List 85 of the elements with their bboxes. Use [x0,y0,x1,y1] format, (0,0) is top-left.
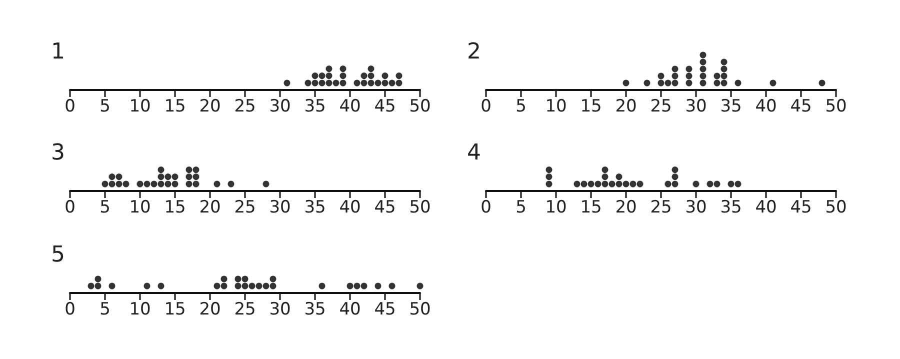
x-tick-label: 20 [199,96,221,116]
x-tick-label: 50 [409,300,431,320]
point [714,72,720,80]
x-tick-label: 0 [64,300,76,320]
point [818,80,826,86]
chart-title: 5 [51,242,65,268]
point [672,80,678,86]
x-tick-label: 10 [129,96,151,116]
point [664,80,672,86]
point [644,80,650,86]
point [770,80,776,86]
x-tick-label: 40 [755,198,777,218]
point [686,66,692,72]
x-tick-label: 25 [234,198,256,218]
chart-title: 1 [51,40,65,64]
x-tick-label: 5 [100,300,110,320]
point [672,72,678,80]
x-tick-label: 25 [234,96,256,116]
x-tick-label: 0 [480,96,492,116]
x-tick-label: 30 [269,300,291,320]
x-tick-label: 35 [720,96,742,116]
x-tick-label: 50 [825,198,847,218]
x-tick-label: 5 [100,198,110,218]
point [700,66,706,72]
point [700,52,706,58]
x-tick-label: 50 [409,198,431,218]
chart-title: 3 [51,140,65,166]
x-tick-label: 50 [409,96,431,116]
x-tick-label: 15 [580,96,602,116]
x-tick-label: 15 [164,300,186,320]
x-tick-label: 5 [516,198,526,218]
x-tick-label: 40 [339,96,361,116]
x-tick-label: 25 [650,198,672,218]
x-tick-label: 10 [545,96,567,116]
x-tick-label: 45 [374,300,396,320]
point [622,80,630,86]
x-tick-label: 40 [339,198,361,218]
x-tick-label: 45 [374,198,396,218]
point [734,80,742,86]
point [686,80,692,86]
x-tick-label: 0 [480,198,492,218]
x-tick-label: 25 [234,300,256,320]
x-tick-label: 40 [755,96,777,116]
x-tick-label: 15 [164,198,186,218]
point [700,58,706,66]
x-tick-label: 15 [164,96,186,116]
x-tick-label: 0 [64,198,76,218]
point [672,66,678,72]
x-tick-label: 35 [304,96,326,116]
x-tick-label: 5 [100,96,110,116]
x-tick-label: 30 [685,198,707,218]
x-tick-label: 50 [825,96,847,116]
x-tick-label: 35 [304,300,326,320]
x-tick-label: 20 [615,198,637,218]
x-tick-label: 30 [685,96,707,116]
point [720,72,728,80]
x-tick-label: 35 [720,198,742,218]
point [658,80,664,86]
x-tick-label: 5 [516,96,526,116]
point [714,80,720,86]
x-tick-label: 25 [650,96,672,116]
x-tick-label: 45 [374,96,396,116]
x-tick-label: 15 [580,198,602,218]
point [720,80,728,86]
x-tick-label: 35 [304,198,326,218]
x-tick-label: 20 [199,198,221,218]
x-tick-label: 45 [790,198,812,218]
point [700,80,706,86]
x-tick-label: 20 [199,300,221,320]
x-tick-label: 40 [339,300,361,320]
point [700,72,706,80]
x-tick-label: 45 [790,96,812,116]
point [720,66,728,72]
x-tick-label: 20 [615,96,637,116]
x-tick-label: 0 [64,96,76,116]
x-tick-label: 10 [129,198,151,218]
x-tick-label: 10 [129,300,151,320]
point [720,58,728,66]
point [658,72,664,80]
chart-title: 2 [467,40,481,64]
chart-title: 4 [467,140,481,166]
x-tick-label: 30 [269,96,291,116]
point [686,72,692,80]
x-tick-label: 10 [545,198,567,218]
x-tick-label: 30 [269,198,291,218]
